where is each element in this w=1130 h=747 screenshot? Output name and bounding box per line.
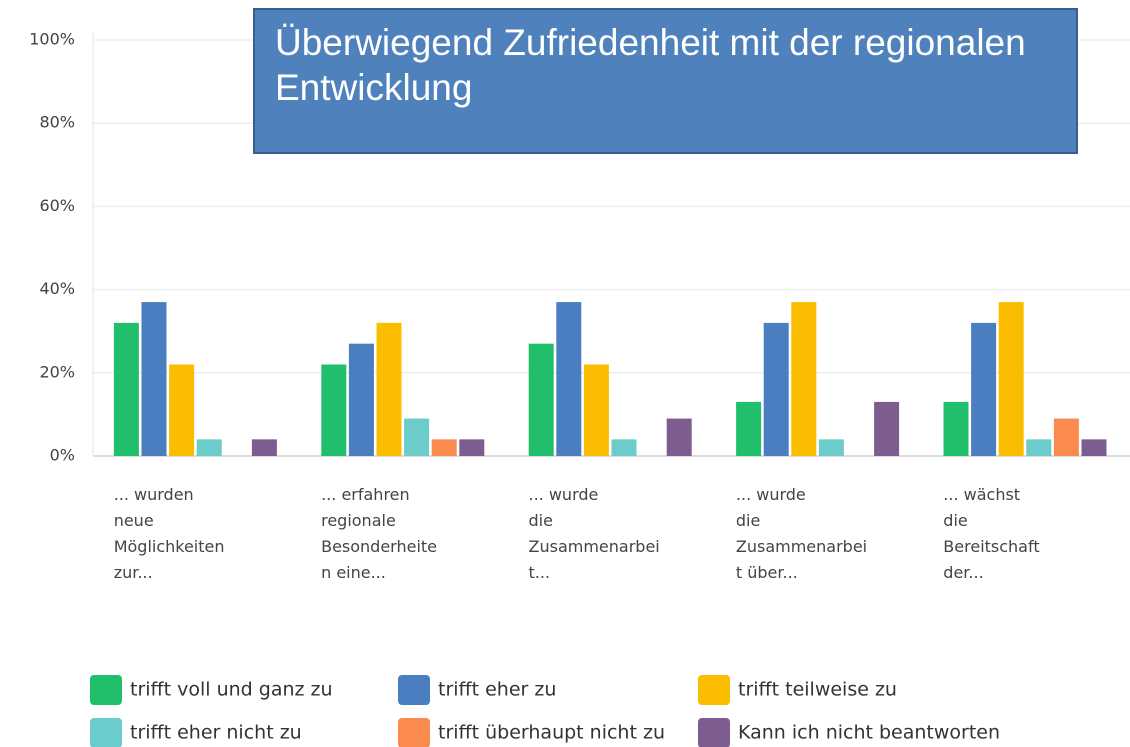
x-tick-label: ... wurde die Zusammenarbei t...	[528, 485, 660, 582]
chart-title: Überwiegend Zufriedenheit mit der region…	[253, 8, 1078, 154]
bar	[141, 302, 167, 456]
bar	[583, 364, 609, 456]
bar	[556, 302, 582, 456]
bar	[528, 343, 554, 456]
legend-label: trifft überhaupt nicht zu	[438, 722, 665, 744]
legend-swatch	[698, 675, 730, 705]
legend-label: trifft voll und ganz zu	[130, 679, 333, 701]
bar	[874, 401, 900, 456]
bar	[321, 364, 347, 456]
x-tick-label: ... erfahren regionale Besonderheite n e…	[321, 485, 438, 582]
x-tick-label: ... wächst die Bereitschaft der...	[943, 485, 1040, 582]
legend-label: trifft eher nicht zu	[130, 722, 302, 744]
bar	[431, 439, 457, 456]
y-tick-label: 40%	[39, 279, 75, 298]
bar	[404, 418, 430, 456]
bar	[998, 302, 1024, 456]
legend-swatch	[698, 718, 730, 747]
bar	[251, 439, 277, 456]
bar	[1026, 439, 1052, 456]
y-tick-label: 20%	[39, 362, 75, 381]
legend-swatch	[398, 675, 430, 705]
bar	[666, 418, 692, 456]
y-tick-label: 100%	[29, 30, 75, 49]
bar	[1053, 418, 1079, 456]
bar	[736, 401, 762, 456]
legend-label: trifft eher zu	[438, 679, 556, 701]
legend-swatch	[90, 675, 122, 705]
x-tick-label: ... wurde die Zusammenarbei t über...	[735, 485, 868, 582]
bar	[113, 322, 139, 456]
bar	[971, 322, 997, 456]
legend-swatch	[90, 718, 122, 747]
bar	[376, 322, 402, 456]
y-tick-label: 0%	[50, 446, 75, 465]
legend-label: trifft teilweise zu	[738, 679, 897, 701]
bar	[196, 439, 222, 456]
bar	[348, 343, 374, 456]
bar	[611, 439, 637, 456]
x-tick-label: ... wurden neue Möglichkeiten zur...	[113, 485, 225, 582]
bar	[943, 401, 969, 456]
bar	[1081, 439, 1107, 456]
y-tick-label: 80%	[39, 113, 75, 132]
legend-label: Kann ich nicht beantworten	[738, 722, 1000, 744]
bar	[791, 302, 817, 456]
legend-swatch	[398, 718, 430, 747]
bar	[169, 364, 195, 456]
y-tick-label: 60%	[39, 196, 75, 215]
bar	[459, 439, 485, 456]
bar	[818, 439, 844, 456]
bar	[763, 322, 789, 456]
